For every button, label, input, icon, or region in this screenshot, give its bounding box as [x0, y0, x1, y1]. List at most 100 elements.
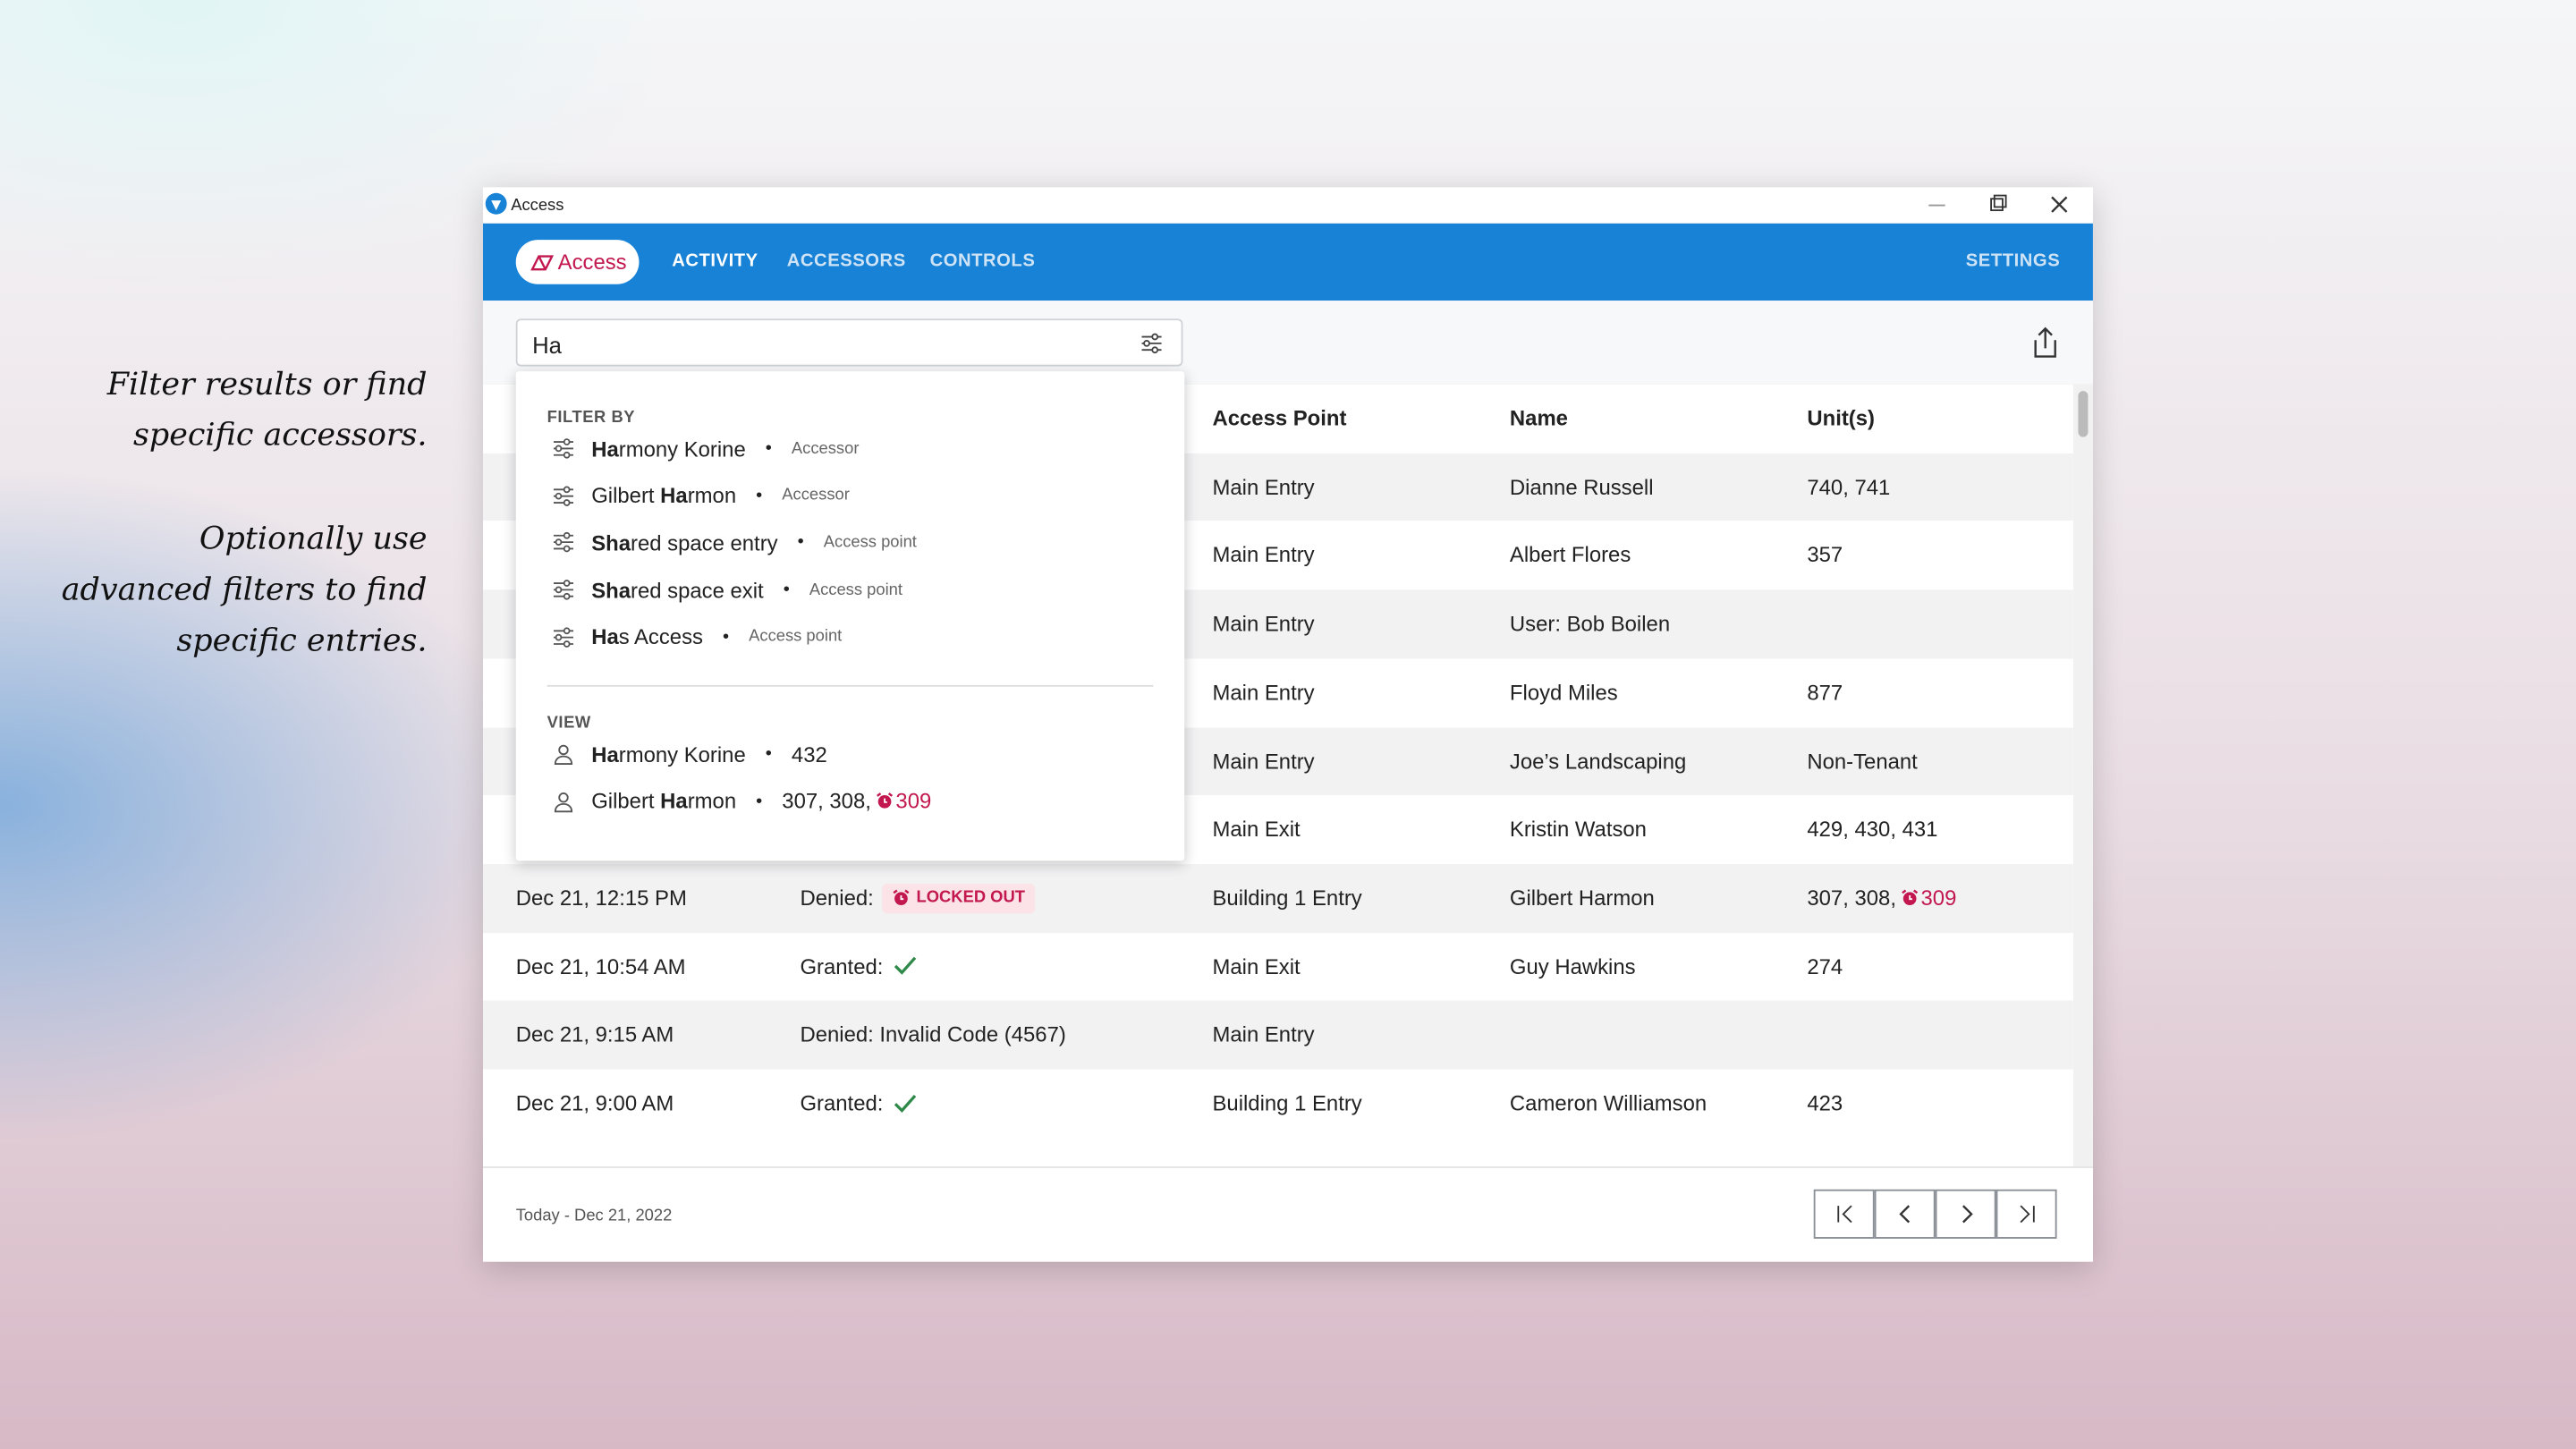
view-units: 432: [791, 741, 827, 767]
separator: •: [765, 438, 772, 459]
name-cell: Dianne Russell: [1509, 474, 1654, 499]
name-cell: Cameron Williamson: [1509, 1090, 1707, 1116]
name-cell: Albert Flores: [1509, 542, 1631, 568]
logo-icon: [530, 254, 554, 270]
status-cell: Denied: LOCKED OUT: [800, 864, 1035, 933]
separator: •: [756, 486, 763, 506]
check-icon: [892, 955, 918, 979]
separator: •: [765, 744, 772, 765]
app-window: Access Access ACTIVITY ACCESSORS CONTROL…: [482, 187, 2093, 1262]
table-row[interactable]: Dec 21, 10:54 AM Granted: Main Exit Guy Haw…: [482, 932, 2073, 1002]
prev-page[interactable]: [1874, 1189, 1936, 1239]
app-icon: [485, 192, 507, 215]
date-range: Today - Dec 21, 2022: [515, 1207, 673, 1226]
logo-text: Access: [557, 250, 627, 275]
filter-option[interactable]: Gilbert Ha rmon • Accessor: [552, 479, 850, 513]
filter-option[interactable]: Sha red space exit • Access point: [552, 573, 902, 606]
option-type: Access point: [809, 580, 902, 599]
filter-icon: [552, 625, 575, 648]
search-dropdown: FILTER BY VIEW Ha rmony Korine • Accessor Gi…: [515, 371, 1185, 861]
name-match: Sha: [591, 530, 631, 555]
nav-tab[interactable]: CONTROLS: [929, 251, 1036, 272]
filter-option[interactable]: Ha s Access • Access point: [552, 621, 842, 654]
name-cell: Gilbert Harmon: [1509, 885, 1655, 911]
table-row[interactable]: Dec 21, 9:00 AM Granted: Building 1 Entry C…: [482, 1069, 2073, 1139]
access-point-cell: Main Exit: [1212, 817, 1301, 842]
units-cell: 877: [1807, 658, 1843, 727]
separator: •: [756, 791, 763, 811]
units-cell: 307, 308, 309: [1807, 864, 1956, 933]
option-type: Access point: [749, 628, 843, 647]
status-cell: Denied: Invalid Code (4567): [800, 1001, 1065, 1070]
separator: •: [723, 627, 730, 648]
name-text: Gilbert: [591, 788, 661, 814]
access-point-cell: Main Exit: [1212, 953, 1301, 979]
view-option[interactable]: Ha rmony Korine • 432: [552, 738, 832, 771]
units-cell: 740, 741: [1807, 453, 1890, 521]
access-point-cell: Main Entry: [1212, 474, 1315, 499]
time-cell: Dec 21, 9:00 AM: [515, 1090, 674, 1116]
export-icon[interactable]: [2030, 326, 2060, 360]
locked-badge: LOCKED OUT: [881, 883, 1035, 913]
next-page[interactable]: [1935, 1189, 1996, 1239]
badge-text: LOCKED OUT: [916, 888, 1025, 907]
scroll-thumb[interactable]: [2078, 391, 2089, 437]
nav-bar: Access ACTIVITY ACCESSORS CONTROLS SETTI…: [482, 223, 2093, 301]
name-text: rmon: [687, 483, 737, 508]
time-cell: Dec 21, 9:15 AM: [515, 1021, 674, 1047]
last-page[interactable]: [1996, 1189, 2057, 1239]
column-header: Access Point: [1212, 405, 1347, 431]
name-text: rmony Korine: [618, 436, 746, 462]
status-cell: Granted:: [800, 1070, 917, 1139]
footer: Today - Dec 21, 2022: [482, 1166, 2093, 1262]
units-text: 429, 430, 431: [1807, 817, 1938, 842]
search-input[interactable]: Ha: [515, 318, 1183, 367]
units-cell: 429, 430, 431: [1807, 795, 1937, 864]
search-text: Ha: [532, 332, 562, 359]
option-type: Accessor: [782, 487, 850, 505]
logo[interactable]: Access: [515, 240, 640, 284]
units-cell: 423: [1807, 1070, 1843, 1139]
table-row[interactable]: Dec 21, 12:15 PM Denied: LOCKED OUT Buildin…: [482, 863, 2073, 933]
divider: [547, 684, 1154, 687]
window-controls[interactable]: [1922, 194, 2087, 217]
units-text: Non-Tenant: [1807, 748, 1918, 774]
status-text: Granted:: [800, 953, 884, 979]
first-page[interactable]: [1813, 1189, 1875, 1239]
alert-unit: 309: [876, 789, 931, 814]
status-text: Granted:: [800, 1090, 884, 1116]
status-cell: Granted:: [800, 932, 917, 1001]
view-option[interactable]: Gilbert Ha rmon • 307, 308, 309: [552, 784, 931, 818]
name-match: Ha: [591, 436, 619, 462]
check-icon: [892, 1092, 918, 1115]
table-row[interactable]: Dec 21, 9:15 AM Denied: Invalid Code (456…: [482, 1001, 2073, 1070]
annotation: Filter results or find specific accessor…: [106, 366, 428, 453]
alert-unit-text: 309: [1920, 885, 1957, 911]
scrollbar[interactable]: [2072, 384, 2093, 1167]
name-text: red space entry: [631, 530, 778, 555]
title-bar: Access: [482, 187, 2093, 224]
status-text: Denied:: [800, 885, 874, 911]
option-type: Access point: [823, 533, 917, 552]
nav-tab[interactable]: ACTIVITY: [672, 251, 758, 272]
filter-icon[interactable]: [1140, 332, 1164, 355]
alert-unit: 309: [1901, 864, 1956, 933]
access-point-cell: Building 1 Entry: [1212, 1090, 1362, 1116]
units-text: 274: [1807, 953, 1843, 979]
filter-icon: [552, 437, 575, 461]
filter-option[interactable]: Sha red space entry • Access point: [552, 526, 917, 559]
nav-tab[interactable]: SETTINGS: [1965, 251, 2061, 272]
time-cell: Dec 21, 10:54 AM: [515, 953, 686, 979]
name-cell: Kristin Watson: [1509, 817, 1647, 842]
name-cell: User: Bob Boilen: [1509, 611, 1671, 636]
name-text: Gilbert: [591, 483, 661, 508]
person-icon: [552, 742, 575, 766]
nav-tab[interactable]: ACCESSORS: [786, 251, 906, 272]
status-text: Denied: Invalid Code (4567): [800, 1021, 1066, 1047]
name-cell: Floyd Miles: [1509, 680, 1618, 705]
filter-option[interactable]: Ha rmony Korine • Accessor: [552, 432, 859, 465]
units-text: 877: [1807, 680, 1843, 705]
column-header: Unit(s): [1807, 405, 1875, 431]
units-text: 423: [1807, 1090, 1843, 1116]
